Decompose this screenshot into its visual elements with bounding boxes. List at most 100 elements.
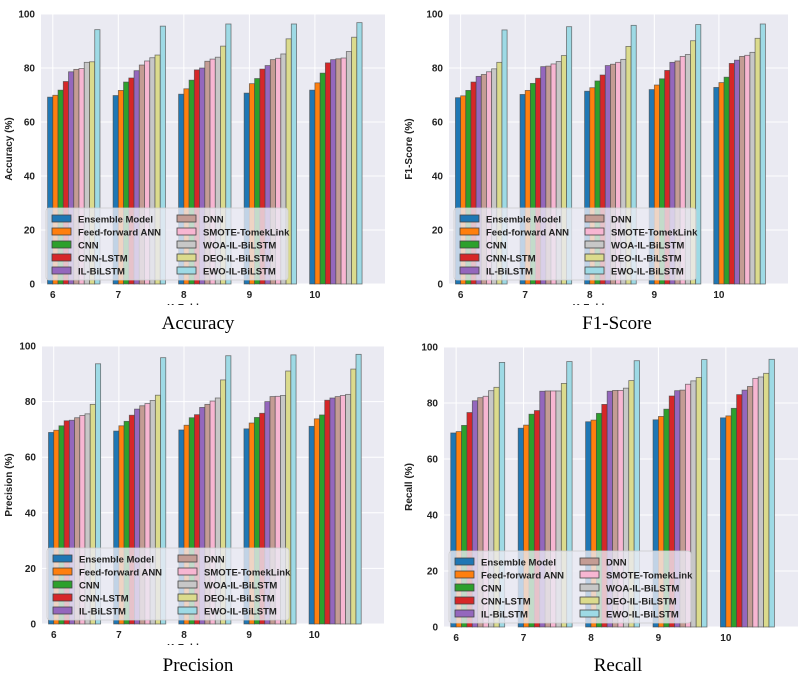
bar-ewo-il-bilstm-fold-7 bbox=[566, 361, 573, 628]
legend-swatch bbox=[176, 214, 197, 223]
legend-item-feed-forward-ann: Feed-forward ANN bbox=[51, 228, 161, 239]
bar-ensemble-model-fold-10 bbox=[309, 89, 316, 285]
legend-item-ensemble-model: Ensemble Model bbox=[51, 215, 153, 226]
legend-item-smote-tomeklink: SMOTE-TomekLink bbox=[176, 228, 290, 239]
legend-item-deo-il-bilstm: DEO-IL-BiLSTM bbox=[177, 593, 275, 605]
f1-score-chart: 0 20 40 60 80 100 6 7 8 9 10 K-Fold F1-Score (%) Ense… bbox=[404, 10, 788, 314]
x-tick-label: 9 bbox=[246, 630, 252, 641]
x-tick-label: 8 bbox=[181, 290, 187, 301]
bar-ewo-il-bilstm-fold-6 bbox=[501, 29, 508, 285]
legend-box bbox=[453, 207, 697, 281]
legend-label: Feed-forward ANN bbox=[79, 568, 162, 579]
x-tick-label: 9 bbox=[652, 290, 658, 301]
legend-label: SMOTE-TomekLink bbox=[611, 228, 698, 239]
legend-label: DEO-IL-BiLSTM bbox=[204, 594, 275, 605]
y-tick-label: 80 bbox=[432, 64, 444, 75]
legend-label: SMOTE-TomekLink bbox=[204, 568, 291, 579]
x-tick-label: 7 bbox=[116, 290, 122, 301]
bar-ewo-il-bilstm-fold-8 bbox=[633, 360, 640, 628]
legend-label: CNN-LSTM bbox=[78, 254, 128, 265]
legend-swatch bbox=[579, 609, 600, 618]
legend-swatch bbox=[584, 253, 605, 262]
bar-smote-tomeklink-fold-10 bbox=[744, 54, 751, 285]
legend-swatch bbox=[177, 593, 198, 602]
y-tick-label: 40 bbox=[432, 172, 444, 183]
x-tick-label: 9 bbox=[247, 290, 253, 301]
legend-label: DNN bbox=[606, 558, 627, 569]
legend-label: WOA-IL-BiLSTM bbox=[203, 241, 276, 252]
legend-swatch bbox=[454, 557, 475, 566]
bar-cnn-fold-10 bbox=[730, 407, 738, 628]
legend-label: IL-BiLSTM bbox=[481, 610, 528, 621]
legend-swatch bbox=[177, 554, 198, 563]
bar-deo-il-bilstm-fold-10 bbox=[351, 36, 358, 285]
y-axis-label: Recall (%) bbox=[404, 463, 415, 511]
bar-il-bilstm-fold-10 bbox=[329, 397, 336, 625]
legend-label: SMOTE-TomekLink bbox=[203, 228, 290, 239]
legend-item-woa-il-bilstm: WOA-IL-BiLSTM bbox=[177, 581, 277, 592]
y-tick-label: 80 bbox=[24, 64, 36, 75]
legend-label: CNN-LSTM bbox=[79, 594, 129, 605]
x-tick-label: 10 bbox=[309, 630, 321, 641]
legend-label: Feed-forward ANN bbox=[78, 228, 161, 239]
bar-feed-forward-ann-fold-10 bbox=[313, 418, 320, 625]
bar-deo-il-bilstm-fold-10 bbox=[754, 37, 761, 285]
y-tick-label: 80 bbox=[25, 397, 37, 408]
legend-label: SMOTE-TomekLink bbox=[606, 571, 693, 582]
y-tick-label: 0 bbox=[432, 623, 438, 634]
legend-swatch bbox=[52, 593, 73, 602]
accuracy-caption: Accuracy bbox=[161, 313, 235, 334]
legend-label: DNN bbox=[204, 555, 225, 566]
bar-ensemble-model-fold-10 bbox=[713, 87, 720, 285]
legend-label: Feed-forward ANN bbox=[486, 228, 569, 239]
x-tick-label: 9 bbox=[656, 633, 662, 644]
legend-label: EWO-IL-BiLSTM bbox=[203, 267, 276, 278]
legend-label: DEO-IL-BiLSTM bbox=[606, 597, 677, 608]
legend: Ensemble Model Feed-forward ANN CNN CNN-LST… bbox=[45, 207, 290, 281]
bar-ewo-il-bilstm-fold-10 bbox=[768, 358, 775, 628]
legend-item-woa-il-bilstm: WOA-IL-BiLSTM bbox=[584, 241, 684, 252]
legend-item-dnn: DNN bbox=[584, 215, 632, 226]
y-tick-label: 60 bbox=[432, 118, 444, 129]
x-tick-label: 6 bbox=[50, 290, 56, 301]
legend-swatch bbox=[579, 557, 600, 566]
x-tick-label: 7 bbox=[522, 290, 528, 301]
legend-swatch bbox=[579, 583, 600, 592]
legend-item-il-bilstm: IL-BiLSTM bbox=[459, 267, 533, 278]
accuracy-panel: 0 20 40 60 80 100 6 7 8 9 10 K-Fold Accuracy (%) Ense… bbox=[0, 0, 400, 340]
y-tick-label: 60 bbox=[25, 453, 37, 464]
bar-cnn-lstm-fold-10 bbox=[736, 394, 743, 628]
bar-cnn-lstm-fold-10 bbox=[324, 399, 331, 625]
bar-feed-forward-ann-fold-10 bbox=[718, 82, 725, 285]
bar-smote-tomeklink-fold-10 bbox=[339, 395, 346, 625]
y-tick-label: 0 bbox=[30, 620, 36, 631]
legend: Ensemble Model Feed-forward ANN CNN CNN-LST… bbox=[453, 207, 698, 281]
y-axis-label: Precision (%) bbox=[4, 453, 15, 516]
legend-item-il-bilstm: IL-BiLSTM bbox=[52, 606, 126, 618]
legend-item-cnn-lstm: CNN-LSTM bbox=[459, 254, 536, 265]
bar-ewo-il-bilstm-fold-7 bbox=[159, 25, 166, 285]
bar-ewo-il-bilstm-fold-9 bbox=[695, 24, 702, 285]
bar-deo-il-bilstm-fold-9 bbox=[695, 377, 702, 628]
legend-swatch bbox=[176, 253, 197, 262]
bar-cnn-fold-10 bbox=[319, 72, 326, 285]
legend-item-cnn-lstm: CNN-LSTM bbox=[51, 254, 128, 265]
legend-label: IL-BiLSTM bbox=[486, 267, 533, 278]
f1-score-caption: F1-Score bbox=[582, 313, 652, 334]
y-tick-label: 40 bbox=[427, 511, 439, 522]
precision-chart: 0 20 40 60 80 100 6 7 8 9 10 K-Fold Precision (%) Ens… bbox=[4, 342, 384, 654]
accuracy-chart: 0 20 40 60 80 100 6 7 8 9 10 K-Fold Accuracy (%) Ense… bbox=[4, 10, 385, 314]
legend-label: EWO-IL-BiLSTM bbox=[611, 267, 684, 278]
legend-swatch bbox=[52, 606, 73, 615]
legend-label: Feed-forward ANN bbox=[481, 571, 564, 582]
legend-swatch bbox=[459, 240, 480, 249]
bar-ewo-il-bilstm-fold-6 bbox=[95, 363, 102, 625]
legend-item-cnn: CNN bbox=[454, 584, 502, 595]
legend-swatch bbox=[459, 214, 480, 223]
y-tick-label: 100 bbox=[19, 342, 36, 353]
legend-item-il-bilstm: IL-BiLSTM bbox=[51, 267, 125, 278]
legend-swatch bbox=[177, 606, 198, 615]
bar-ewo-il-bilstm-fold-8 bbox=[225, 355, 232, 625]
legend-item-deo-il-bilstm: DEO-IL-BiLSTM bbox=[176, 253, 274, 265]
legend-swatch bbox=[52, 554, 73, 563]
